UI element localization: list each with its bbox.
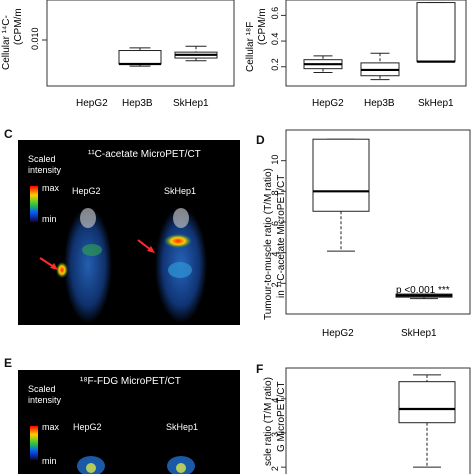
panel-e-label-right: SkHep1 [166, 422, 199, 432]
panel-c-label-right: SkHep1 [164, 186, 197, 196]
box [416, 2, 456, 63]
panel-b-cat-hepg2: HepG2 [312, 98, 344, 109]
panel-c-pet-art [30, 186, 207, 323]
arrow-right [137, 239, 152, 251]
mouse-left-head [80, 208, 96, 228]
panel-a-cat-hep3b: Hep3B [122, 98, 153, 109]
panel-d-cat-skhep1: SkHep1 [401, 328, 437, 339]
arrow-left-head [50, 263, 58, 270]
panel-b-plot-frame [285, 0, 467, 87]
panel-b-cat-skhep1: SkHep1 [418, 98, 454, 109]
panel-a-ylabel-unit: (CPM/m [13, 8, 24, 45]
panel-c-label-left: HepG2 [72, 186, 101, 196]
panel-b-cat-hep3b: Hep3B [364, 98, 395, 109]
panel-f-ylabel-2: G MicroPET/CT [276, 381, 287, 452]
panel-b-ylabel-unit: (CPM/m [257, 8, 268, 45]
panel-b-axis: 0.2 0.4 0.6 [270, 7, 286, 71]
tick-label: 4 [270, 252, 280, 257]
tick-label: 0.4 [270, 33, 280, 46]
panel-c-scale-max: max [42, 183, 60, 193]
panel-b-ylabel: Cellular ¹⁸F [245, 22, 256, 72]
panel-c-pet-image: ¹¹C-acetate MicroPET/CT Scaled intensity… [18, 140, 240, 325]
panel-d-cat-hepg2: HepG2 [322, 328, 354, 339]
panel-e-scale-min: min [42, 456, 57, 466]
panel-c-letter: C [4, 127, 13, 141]
panel-e-pet-art [30, 426, 195, 474]
panel-b-boxes [303, 2, 456, 81]
panel-d-plot-frame [285, 129, 471, 315]
panel-d-ylabel-2: in ¹¹C-acetate MicroPET/CT [276, 175, 287, 298]
mouse-right-hotspot [164, 234, 192, 248]
panel-a-ylabel: Cellular ¹⁴C- [1, 15, 12, 70]
tick-label: 6 [270, 221, 280, 226]
mouse-left-body [64, 207, 112, 323]
tick-label: 0.2 [270, 58, 280, 71]
panel-f-chart: scle ratio (T/M ratio) G MicroPET/CT 2 3 4 [263, 367, 471, 474]
panel-a-cat-hepg2: HepG2 [76, 98, 108, 109]
tick-label: 10 [270, 155, 280, 165]
panel-f-boxes [398, 374, 456, 468]
scale-bar-e [30, 426, 38, 460]
tick-label: 3 [270, 432, 280, 437]
panel-d-ylabel-1: Tumour-to-muscle ratio (T/M ratio) [263, 168, 274, 320]
panel-c-title: ¹¹C-acetate MicroPET/CT [88, 149, 201, 160]
panel-e-letter: E [4, 356, 13, 370]
panel-d-letter: D [256, 133, 265, 147]
arrow-left [39, 257, 55, 268]
tick-label: 2 [270, 466, 280, 471]
panel-f-letter: F [256, 362, 264, 376]
tick-label: 2 [270, 282, 280, 287]
panel-e-scale-max: max [42, 422, 60, 432]
panel-e-pet-image: ¹⁸F-FDG MicroPET/CT Scaled intensity max… [18, 370, 240, 474]
panel-d-annotation: p <0.001 *** [396, 285, 450, 296]
panel-d-axis: 2 4 6 8 10 [270, 155, 286, 287]
panel-d-chart: Tumour-to-muscle ratio (T/M ratio) in ¹¹… [263, 129, 471, 339]
mouse-e-left-hot [86, 463, 96, 473]
mouse-e-right-hot [176, 463, 186, 473]
panel-e-scale-label-2: intensity [28, 395, 62, 405]
panel-e-label-left: HepG2 [73, 422, 102, 432]
panel-a-chart: Cellular ¹⁴C- (CPM/m 0.010 HepG2 Hep3B S… [1, 0, 235, 109]
box [118, 50, 162, 65]
panel-a-tick-label: 0.010 [30, 27, 40, 50]
panel-e-scale-label-1: Scaled [28, 384, 56, 394]
panel-e-title: ¹⁸F-FDG MicroPET/CT [80, 376, 181, 387]
panel-c-scale-label-1: Scaled [28, 154, 56, 164]
mouse-left-organ [82, 244, 102, 256]
panel-a-plot-frame [46, 0, 235, 87]
panel-c-scale-min: min [42, 214, 57, 224]
panel-a-cat-skhep1: SkHep1 [173, 98, 209, 109]
panel-d-boxes [312, 138, 453, 300]
tick-label: 8 [270, 190, 280, 195]
mouse-right-head [173, 208, 189, 228]
panel-c-scale-label-2: intensity [28, 165, 62, 175]
panel-b-chart: Cellular ¹⁸F (CPM/m 0.2 0.4 0.6 HepG2 Hep3… [245, 0, 467, 109]
tumor-left [56, 262, 68, 278]
arrow-right-head [147, 246, 155, 253]
box [398, 381, 456, 424]
panel-f-ylabel-1: scle ratio (T/M ratio) [263, 377, 274, 466]
mouse-right-organ [168, 262, 192, 278]
scale-bar [30, 186, 38, 222]
panel-a-boxes [118, 45, 218, 67]
box [312, 138, 370, 212]
panel-f-plot-frame [285, 367, 471, 474]
panel-f-axis: 2 3 4 [270, 398, 286, 471]
tick-label: 4 [270, 398, 280, 403]
tick-label: 0.6 [270, 7, 280, 20]
